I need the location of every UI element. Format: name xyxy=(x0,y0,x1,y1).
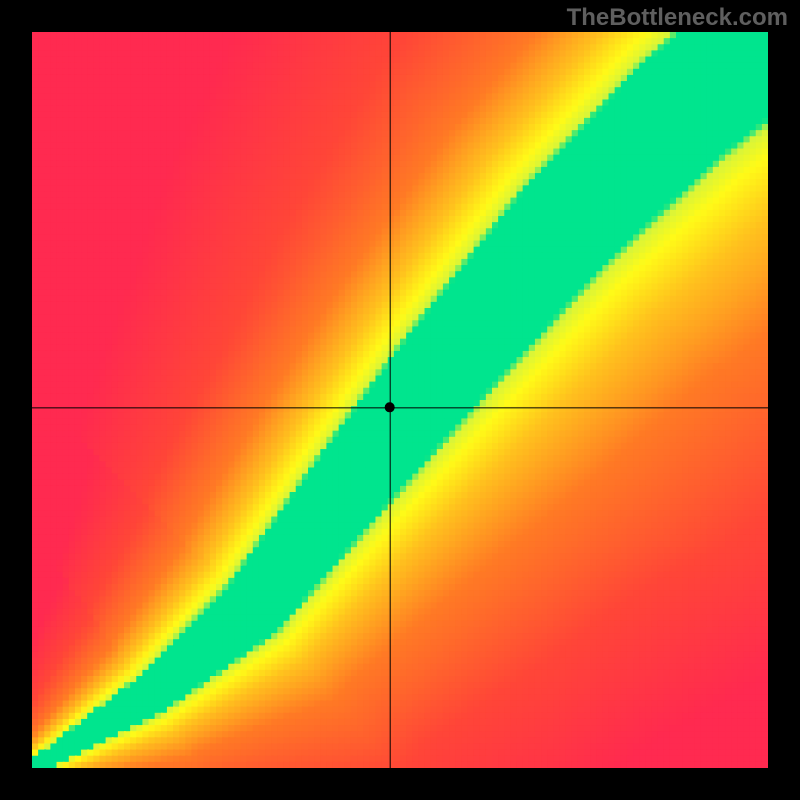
chart-container: TheBottleneck.com xyxy=(0,0,800,800)
bottleneck-heatmap xyxy=(32,32,768,768)
watermark-text: TheBottleneck.com xyxy=(567,4,788,32)
